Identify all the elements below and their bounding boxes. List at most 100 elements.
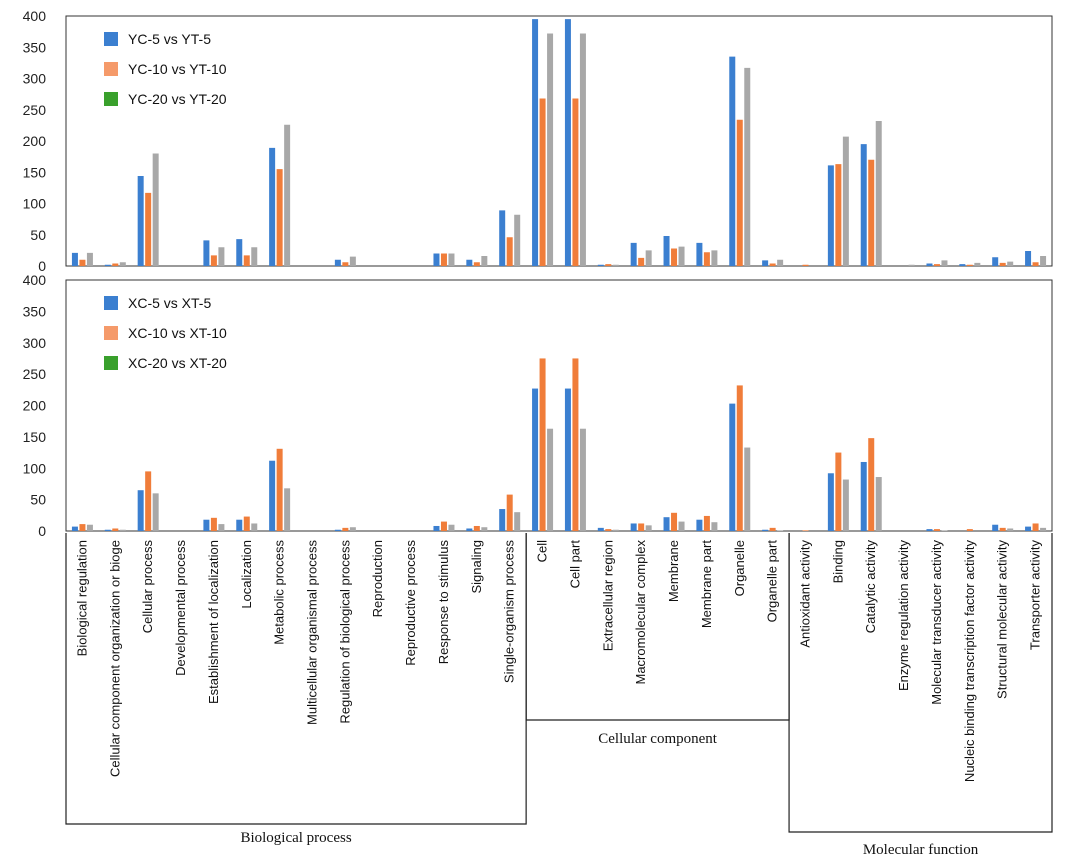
bar xyxy=(678,246,685,266)
bar xyxy=(342,262,349,266)
category-label: Cell xyxy=(535,540,550,563)
legend-swatch xyxy=(104,326,118,340)
bar xyxy=(875,121,882,266)
bar xyxy=(334,259,341,266)
legend-swatch xyxy=(104,296,118,310)
bar xyxy=(842,136,849,266)
legend-label: XC-5 vs XT-5 xyxy=(128,295,211,311)
legend-label: YC-10 vs YT-10 xyxy=(128,61,227,77)
y-tick-label: 150 xyxy=(23,164,47,180)
bar xyxy=(218,524,225,531)
bar xyxy=(678,521,685,531)
bar xyxy=(473,262,480,266)
bar xyxy=(269,147,276,266)
bar xyxy=(218,247,225,266)
category-label: Establishment of localization xyxy=(206,540,221,704)
bar xyxy=(276,169,283,266)
category-label: Membrane xyxy=(666,540,681,602)
y-tick-label: 350 xyxy=(23,39,47,55)
bar xyxy=(860,144,867,266)
bar xyxy=(152,153,159,266)
bar xyxy=(119,529,126,531)
bar xyxy=(473,525,480,531)
bar xyxy=(638,257,645,266)
bar xyxy=(703,515,710,531)
category-label: Organelle xyxy=(732,540,747,596)
y-tick-label: 50 xyxy=(30,227,46,243)
group-label: Cellular component xyxy=(598,731,718,747)
bar xyxy=(1040,527,1047,531)
bar xyxy=(933,529,940,531)
bar xyxy=(729,56,736,266)
group-bracket xyxy=(65,533,527,825)
category-label: Transporter activity xyxy=(1028,540,1043,651)
bar xyxy=(86,252,93,266)
y-tick-label: 250 xyxy=(23,102,47,118)
bar xyxy=(119,262,126,266)
bar xyxy=(671,248,678,266)
y-tick-label: 200 xyxy=(23,398,47,414)
bar xyxy=(663,517,670,531)
bar xyxy=(236,239,243,266)
category-label: Antioxidant activity xyxy=(798,540,813,648)
bar xyxy=(284,124,291,266)
y-tick-label: 150 xyxy=(23,429,47,445)
bar xyxy=(663,236,670,266)
bar xyxy=(71,526,78,531)
bar xyxy=(744,67,751,266)
legend-label: YC-5 vs YT-5 xyxy=(128,31,211,47)
bar xyxy=(547,33,554,266)
panel-frame xyxy=(65,279,1053,532)
bar xyxy=(145,471,152,531)
bar xyxy=(696,519,703,531)
category-label: Molecular transducer activity xyxy=(929,540,944,705)
y-tick-label: 400 xyxy=(23,8,47,24)
category-label: Cellular process xyxy=(140,540,155,634)
bar xyxy=(243,516,250,531)
legend-label: XC-10 vs XT-10 xyxy=(128,325,227,341)
bar xyxy=(992,257,999,266)
bar xyxy=(79,524,86,531)
bar xyxy=(342,527,349,531)
y-tick-label: 0 xyxy=(38,523,46,539)
bar xyxy=(547,428,554,531)
bar xyxy=(835,452,842,531)
bar xyxy=(966,264,973,266)
bar xyxy=(711,250,718,266)
category-label: Regulation of biological process xyxy=(337,540,352,724)
category-label: Reproduction xyxy=(370,540,385,617)
bar xyxy=(769,527,776,531)
bar xyxy=(86,524,93,531)
bar xyxy=(638,523,645,531)
bar xyxy=(203,519,210,531)
bar xyxy=(711,522,718,531)
bar xyxy=(499,509,506,531)
legend-swatch xyxy=(104,62,118,76)
category-label: Nucleic binding transcription factor act… xyxy=(962,540,977,783)
bar xyxy=(506,494,513,531)
bar xyxy=(630,523,637,531)
bar xyxy=(334,529,341,531)
category-label: Enzyme regulation activity xyxy=(896,540,911,692)
bar xyxy=(481,527,488,531)
panel-frame xyxy=(65,15,1053,267)
bar xyxy=(1032,262,1039,266)
bar xyxy=(79,259,86,266)
bar xyxy=(203,240,210,266)
bar xyxy=(514,512,521,531)
bar xyxy=(827,165,834,266)
category-label: Reproductive process xyxy=(403,540,418,666)
bar xyxy=(433,253,440,266)
bar xyxy=(112,263,119,266)
y-tick-label: 0 xyxy=(38,258,46,274)
bar xyxy=(572,98,579,266)
bar xyxy=(145,192,152,266)
y-tick-label: 350 xyxy=(23,303,47,319)
bar xyxy=(579,33,586,266)
bar xyxy=(564,19,571,266)
bar xyxy=(1025,526,1032,531)
category-label: Structural molecular activity xyxy=(995,540,1010,699)
bar xyxy=(1032,523,1039,531)
category-label: Signaling xyxy=(469,540,484,594)
